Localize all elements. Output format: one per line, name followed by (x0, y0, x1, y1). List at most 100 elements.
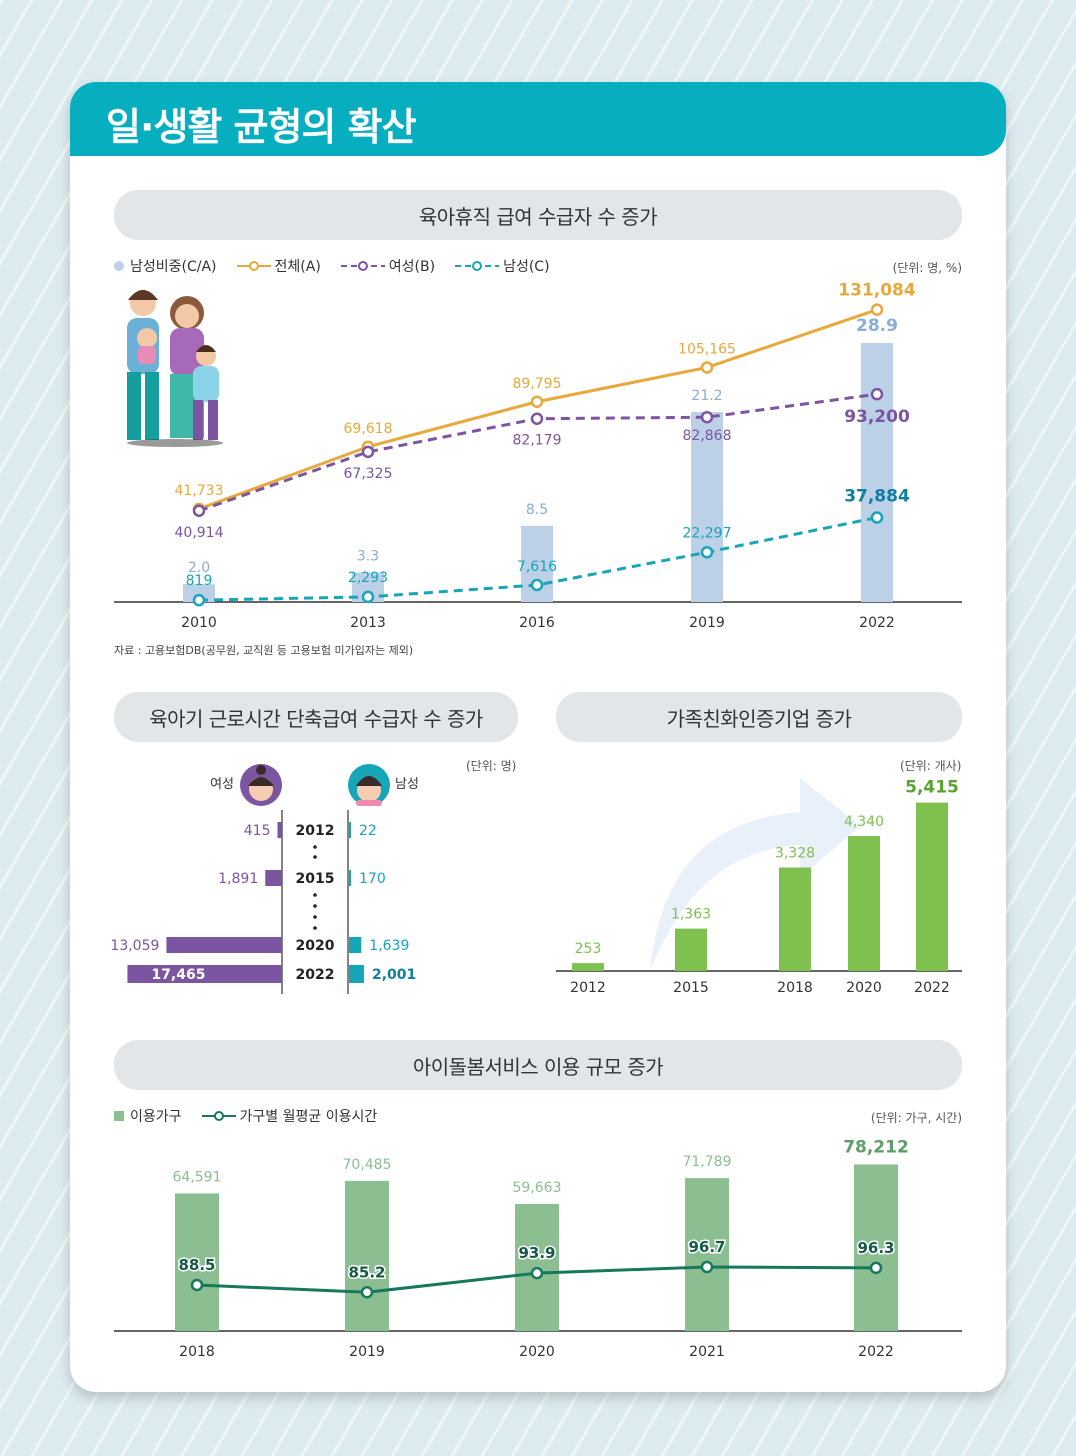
hours-value-label: 96.7 (688, 1238, 725, 1256)
x-tick-label: 2018 (777, 980, 813, 996)
x-tick-label: 2013 (350, 615, 386, 631)
female-value-label: 415 (244, 823, 271, 839)
legend-female: 여성(B) (388, 259, 436, 275)
x-tick-label: 2022 (858, 1344, 894, 1360)
male-ratio-bar (183, 584, 215, 602)
hours-value-label: 93.9 (518, 1244, 555, 1262)
male-ratio-label: 3.3 (357, 548, 379, 564)
male-ratio-bar (691, 412, 723, 602)
female-label: 여성 (210, 777, 234, 792)
x-tick-label: 2019 (349, 1344, 385, 1360)
male-ratio-bar (861, 343, 893, 602)
legend-hours: 가구별 월평균 이용시간 (239, 1109, 378, 1125)
chart4-legend: 이용가구 가구별 월평균 이용시간 (114, 1106, 377, 1126)
company-bar (916, 802, 948, 971)
legend-dashed-line-icon (340, 261, 385, 271)
year-label: 2015 (296, 871, 335, 887)
female-bar (277, 822, 282, 838)
year-label: 2022 (296, 967, 335, 983)
data-point (870, 387, 884, 401)
growth-arrow-icon (650, 778, 860, 970)
total-label: 89,795 (513, 376, 562, 392)
year-label: 2012 (296, 823, 335, 839)
female-avatar-icon (240, 764, 282, 806)
data-point (700, 546, 714, 559)
data-point (361, 590, 375, 604)
total-label: 41,733 (175, 483, 224, 499)
hours-value-label: 88.5 (178, 1256, 215, 1274)
households-value-label: 70,485 (343, 1157, 392, 1173)
data-point (870, 511, 884, 524)
female-value-label: 1,891 (218, 871, 258, 887)
households-value-label: 64,591 (173, 1169, 222, 1185)
section-3-title: 가족친화인증기업 증가 (556, 692, 962, 742)
x-tick-label: 2012 (570, 980, 606, 996)
x-tick-label: 2022 (859, 615, 895, 631)
households-bar (685, 1178, 729, 1331)
male-label: 7,616 (517, 559, 557, 575)
company-bar (675, 928, 707, 971)
legend-line-icon (201, 1111, 236, 1121)
legend-line-icon (236, 261, 271, 271)
ellipsis-icon (313, 845, 317, 930)
data-point (192, 504, 206, 518)
company-value-label: 4,340 (844, 814, 884, 830)
male-ratio-label: 2.0 (188, 560, 210, 576)
male-bar (349, 870, 351, 886)
x-tick-label: 2016 (519, 615, 555, 631)
x-tick-label: 2010 (181, 615, 217, 631)
male-ratio-label: 21.2 (691, 388, 722, 404)
data-point (870, 303, 884, 316)
female-value-label: 13,059 (110, 938, 159, 954)
legend-total: 전체(A) (274, 259, 321, 275)
households-value-label: 59,663 (513, 1180, 562, 1196)
legend-dashed-line-icon (455, 261, 500, 271)
male-bar (349, 965, 365, 983)
x-tick-label: 2020 (846, 980, 882, 996)
x-tick-label: 2020 (519, 1344, 555, 1360)
male-ratio-label: 28.9 (856, 316, 898, 336)
households-bar (854, 1164, 898, 1331)
female-label: 82,179 (513, 433, 562, 449)
data-point (361, 445, 375, 459)
chart1-legend: 남성비중(C/A) 전체(A) 여성(B) 남성(C) (114, 256, 550, 276)
female-label: 82,868 (683, 428, 732, 444)
male-label: 22,297 (683, 525, 732, 541)
male-label: 819 (186, 573, 213, 589)
x-tick-label: 2018 (179, 1344, 215, 1360)
female-bar (127, 965, 282, 983)
company-bar (848, 836, 880, 971)
total-label: 131,084 (838, 281, 916, 301)
households-value-label: 71,789 (683, 1154, 732, 1170)
data-point (530, 395, 544, 409)
hours-value-label: 85.2 (348, 1263, 385, 1281)
chart3-svg: 253 2012 1,363 2015 3,328 2018 4,340 2020 5,415 2… (556, 778, 962, 996)
data-point (360, 1286, 374, 1299)
households-bar (345, 1180, 389, 1331)
households-bar (175, 1193, 219, 1331)
x-tick-label: 2019 (689, 615, 725, 631)
chart1-svg: 2.0 3.3 8.5 21.2 28.9 41,733 69,618 89,795 105,1… (114, 281, 962, 657)
family-illustration (127, 290, 223, 447)
total-label: 69,618 (344, 421, 393, 437)
male-label: 37,884 (844, 487, 910, 507)
company-value-label: 253 (575, 941, 602, 957)
company-value-label: 5,415 (905, 778, 959, 798)
data-point (190, 1278, 204, 1292)
section-1-title: 육아휴직 급여 수급자 수 증가 (114, 190, 962, 240)
male-bar (349, 937, 362, 953)
chart4-svg: 64,591 2018 70,485 2019 59,663 2020 71,789 2021… (114, 1137, 962, 1360)
female-bar (166, 937, 282, 953)
data-point (530, 578, 544, 592)
male-value-label: 22 (359, 823, 377, 839)
female-label: 93,200 (844, 407, 910, 427)
x-tick-label: 2021 (689, 1344, 725, 1360)
legend-square-icon (114, 1111, 124, 1121)
x-tick-label: 2022 (914, 980, 950, 996)
male-value-label: 170 (359, 871, 386, 887)
male-label: 남성 (395, 777, 419, 792)
male-avatar-icon (348, 764, 390, 806)
male-value-label: 1,639 (369, 938, 409, 954)
company-bar (572, 963, 604, 971)
legend-male-ratio: 남성비중(C/A) (130, 259, 217, 275)
